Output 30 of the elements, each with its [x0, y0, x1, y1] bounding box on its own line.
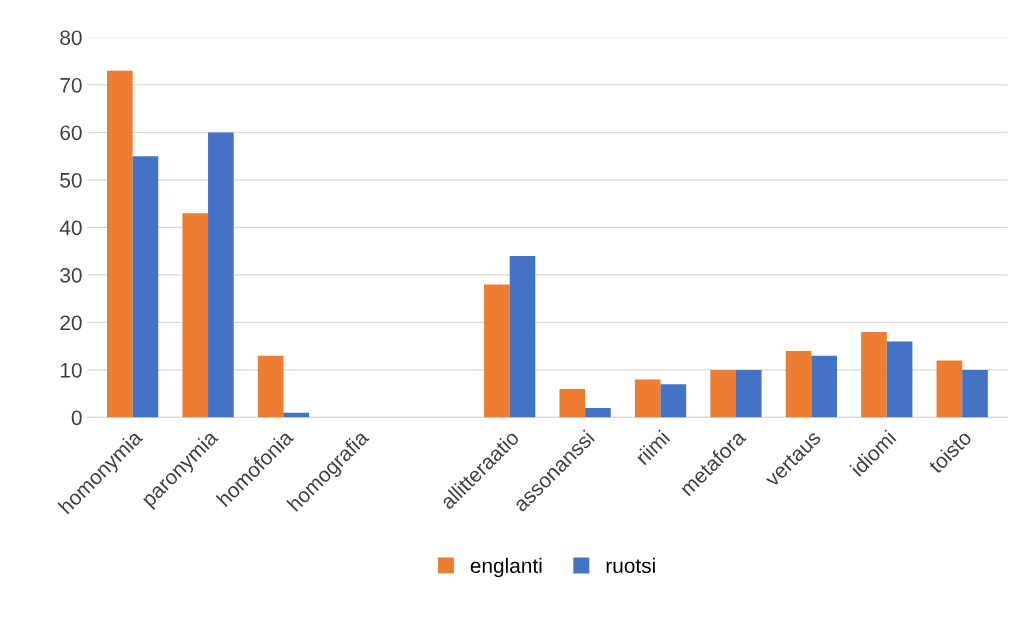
bar	[182, 213, 209, 418]
bar	[811, 355, 837, 418]
y-tick-label: 60	[60, 125, 82, 141]
legend-label: englanti	[470, 557, 542, 578]
bar	[962, 369, 988, 418]
y-tick-label: 10	[60, 362, 82, 378]
y-tick-label: 80	[60, 30, 82, 46]
y-tick-label: 0	[71, 410, 82, 426]
bar	[509, 255, 536, 418]
bar	[559, 388, 586, 418]
bar	[660, 384, 687, 418]
y-tick-label: 20	[60, 315, 82, 331]
bar	[585, 407, 611, 418]
bar	[936, 360, 963, 418]
bar	[634, 379, 661, 418]
y-tick-label: 30	[60, 267, 82, 283]
bar	[735, 369, 762, 418]
bar	[710, 369, 736, 418]
y-tick-label: 70	[60, 77, 82, 93]
bar	[785, 350, 812, 418]
bar	[132, 156, 159, 418]
y-tick-label: 40	[59, 220, 82, 236]
y-tick-label: 50	[60, 172, 82, 188]
bar	[257, 355, 284, 418]
bar	[886, 341, 913, 418]
bar	[106, 70, 133, 418]
bar	[861, 331, 887, 418]
bar	[484, 284, 510, 418]
bar	[208, 132, 234, 418]
legend-label: ruotsi	[606, 557, 655, 574]
